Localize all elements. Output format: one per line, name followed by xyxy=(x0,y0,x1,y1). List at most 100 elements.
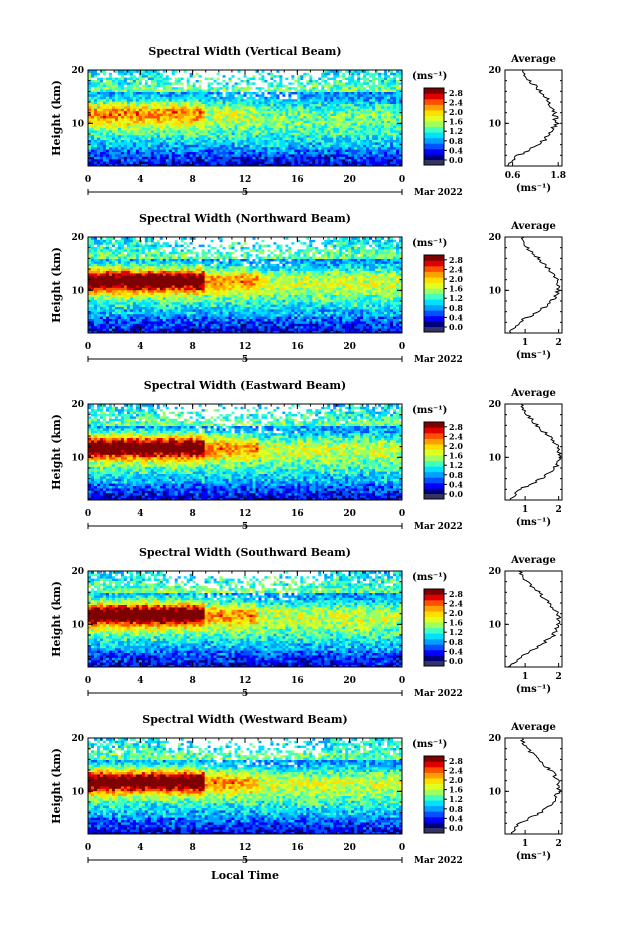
colorbar-tick-label: 1.2 xyxy=(449,126,463,136)
colorbar-swatch xyxy=(424,305,444,311)
profile-title: Average xyxy=(510,722,556,733)
profile-frame xyxy=(505,738,562,834)
colorbar-swatch xyxy=(424,143,444,149)
profile-title: Average xyxy=(510,555,556,566)
colorbar-swatch xyxy=(424,110,444,116)
colorbar-swatch xyxy=(424,294,444,300)
x-tick-label: 4 xyxy=(137,676,143,686)
colorbar-tick-label: 1.6 xyxy=(449,117,463,127)
colorbar-swatch xyxy=(424,433,444,439)
colorbar-swatch xyxy=(424,767,444,773)
colorbar-swatch xyxy=(424,639,444,645)
colorbar-swatch xyxy=(424,283,444,289)
colorbar-tick-label: 2.0 xyxy=(449,608,463,618)
colorbar-underflow xyxy=(424,494,444,499)
colorbar-swatch xyxy=(424,321,444,327)
x-tick-label: 0 xyxy=(399,342,405,352)
colorbar-swatch xyxy=(424,606,444,612)
colorbar-swatch xyxy=(424,461,444,467)
x-tick-label: 8 xyxy=(190,175,196,185)
colorbar-tick-label: 0.8 xyxy=(449,303,463,313)
colorbar-tick-label: 0.0 xyxy=(449,823,463,833)
y-tick-label: 20 xyxy=(71,734,84,744)
colorbar-swatch xyxy=(424,116,444,122)
colorbar-tick-label: 2.0 xyxy=(449,441,463,451)
y-tick-label: 10 xyxy=(71,787,84,797)
x-tick-label: 16 xyxy=(291,676,304,686)
colorbar-tick-label: 0.0 xyxy=(449,155,463,165)
x-tick-label: 8 xyxy=(190,676,196,686)
colorbar-tick-label: 2.8 xyxy=(449,589,463,599)
y-tick-label: 20 xyxy=(71,66,84,76)
colorbar-swatch xyxy=(424,488,444,494)
colorbar-tick-label: 0.8 xyxy=(449,470,463,480)
colorbar-swatch xyxy=(424,756,444,762)
colorbar-swatch xyxy=(424,784,444,790)
date-label: Mar 2022 xyxy=(414,689,463,699)
colorbar-swatch xyxy=(424,655,444,661)
profile-x-tick-label: 1 xyxy=(522,338,528,348)
colorbar-swatch xyxy=(424,288,444,294)
colorbar-swatch xyxy=(424,105,444,111)
colorbar-unit: (ms⁻¹) xyxy=(412,572,447,583)
colorbar-swatch xyxy=(424,450,444,456)
colorbar-swatch xyxy=(424,483,444,489)
heatmap xyxy=(88,237,402,333)
colorbar: (ms⁻¹)0.00.40.81.21.62.02.42.8 xyxy=(412,572,463,666)
colorbar-swatch xyxy=(424,439,444,445)
colorbar-swatch xyxy=(424,316,444,322)
colorbar: (ms⁻¹)0.00.40.81.21.62.02.42.8 xyxy=(412,71,463,165)
profile-x-label: (ms⁻¹) xyxy=(516,684,551,695)
panel-title: Spectral Width (Eastward Beam) xyxy=(144,379,346,392)
colorbar-swatch xyxy=(424,633,444,639)
colorbar-swatch xyxy=(424,778,444,784)
colorbar-swatch xyxy=(424,255,444,261)
colorbar-swatch xyxy=(424,127,444,133)
colorbar-swatch xyxy=(424,99,444,105)
x-axis-title: Local Time xyxy=(211,869,279,882)
profile-title: Average xyxy=(510,221,556,232)
x-tick-label: 20 xyxy=(343,509,356,519)
colorbar-tick-label: 2.4 xyxy=(449,264,463,274)
colorbar: (ms⁻¹)0.00.40.81.21.62.02.42.8 xyxy=(412,739,463,833)
x-tick-label: 0 xyxy=(85,342,91,352)
colorbar-swatch xyxy=(424,650,444,656)
colorbar-tick-label: 0.0 xyxy=(449,322,463,332)
y-axis-label: Height (km) xyxy=(50,247,63,323)
colorbar-swatch xyxy=(424,595,444,601)
colorbar-swatch xyxy=(424,806,444,812)
colorbar-swatch xyxy=(424,773,444,779)
colorbar-tick-label: 0.0 xyxy=(449,489,463,499)
heatmap xyxy=(88,738,402,834)
x-tick-label: 12 xyxy=(239,676,252,686)
colorbar-swatch xyxy=(424,822,444,828)
x-tick-label: 0 xyxy=(85,843,91,853)
colorbar-tick-label: 2.4 xyxy=(449,431,463,441)
colorbar-tick-label: 2.0 xyxy=(449,274,463,284)
profile-frame xyxy=(505,237,562,333)
colorbar-swatch xyxy=(424,762,444,768)
colorbar-unit: (ms⁻¹) xyxy=(412,238,447,249)
colorbar-swatch xyxy=(424,149,444,155)
profile-x-label: (ms⁻¹) xyxy=(516,350,551,361)
colorbar-swatch xyxy=(424,272,444,278)
colorbar-tick-label: 2.8 xyxy=(449,255,463,265)
profile-y-tick-label: 10 xyxy=(488,620,501,630)
x-tick-label: 8 xyxy=(190,843,196,853)
x-tick-label: 0 xyxy=(399,509,405,519)
date-label: Mar 2022 xyxy=(414,856,463,866)
profile-frame xyxy=(505,571,562,667)
day-label: 5 xyxy=(242,522,248,532)
colorbar-swatch xyxy=(424,477,444,483)
profile-y-tick-label: 20 xyxy=(488,233,501,243)
colorbar-tick-label: 2.8 xyxy=(449,88,463,98)
colorbar-underflow xyxy=(424,828,444,833)
